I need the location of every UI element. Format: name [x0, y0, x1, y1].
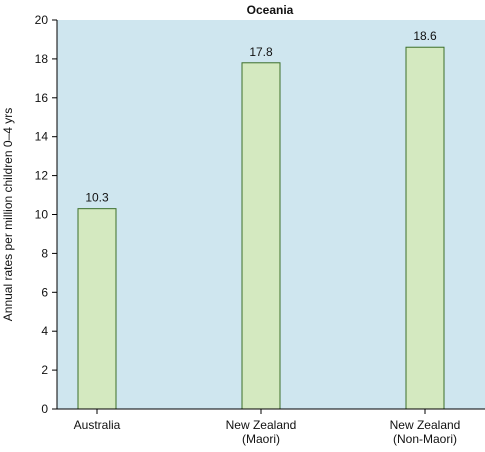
y-tick-label: 0 — [41, 402, 48, 416]
y-axis-label: Annual rates per million children 0–4 yr… — [1, 108, 15, 321]
y-tick-label: 18 — [35, 52, 49, 66]
bar-value-label: 17.8 — [249, 45, 273, 59]
y-tick-label: 8 — [41, 246, 48, 260]
x-category-label: New Zealand (Non-Maori) — [390, 418, 461, 446]
bar — [405, 46, 445, 410]
bar-value-label: 18.6 — [413, 29, 437, 43]
y-axis: 0 2 4 6 8 10 12 14 16 18 20 — [35, 13, 58, 416]
x-category-label: New Zealand (Maori) — [226, 418, 297, 446]
y-tick-label: 4 — [41, 324, 48, 338]
y-tick-label: 14 — [35, 130, 49, 144]
y-tick-label: 10 — [35, 208, 49, 222]
x-axis: Australia New Zealand (Maori) New Zealand (N… — [57, 408, 485, 446]
bar — [77, 208, 117, 410]
x-category-label: Australia — [74, 418, 121, 432]
y-tick-label: 20 — [35, 13, 49, 27]
y-tick-label: 12 — [35, 169, 49, 183]
bar — [241, 62, 281, 410]
value-labels: 10.3 17.8 18.6 — [85, 29, 437, 204]
chart-title: Oceania — [247, 3, 294, 17]
y-tick-label: 2 — [41, 363, 48, 377]
y-tick-label: 16 — [35, 91, 49, 105]
y-tick-label: 6 — [41, 285, 48, 299]
bar-value-label: 10.3 — [85, 191, 109, 205]
bars — [77, 46, 445, 410]
